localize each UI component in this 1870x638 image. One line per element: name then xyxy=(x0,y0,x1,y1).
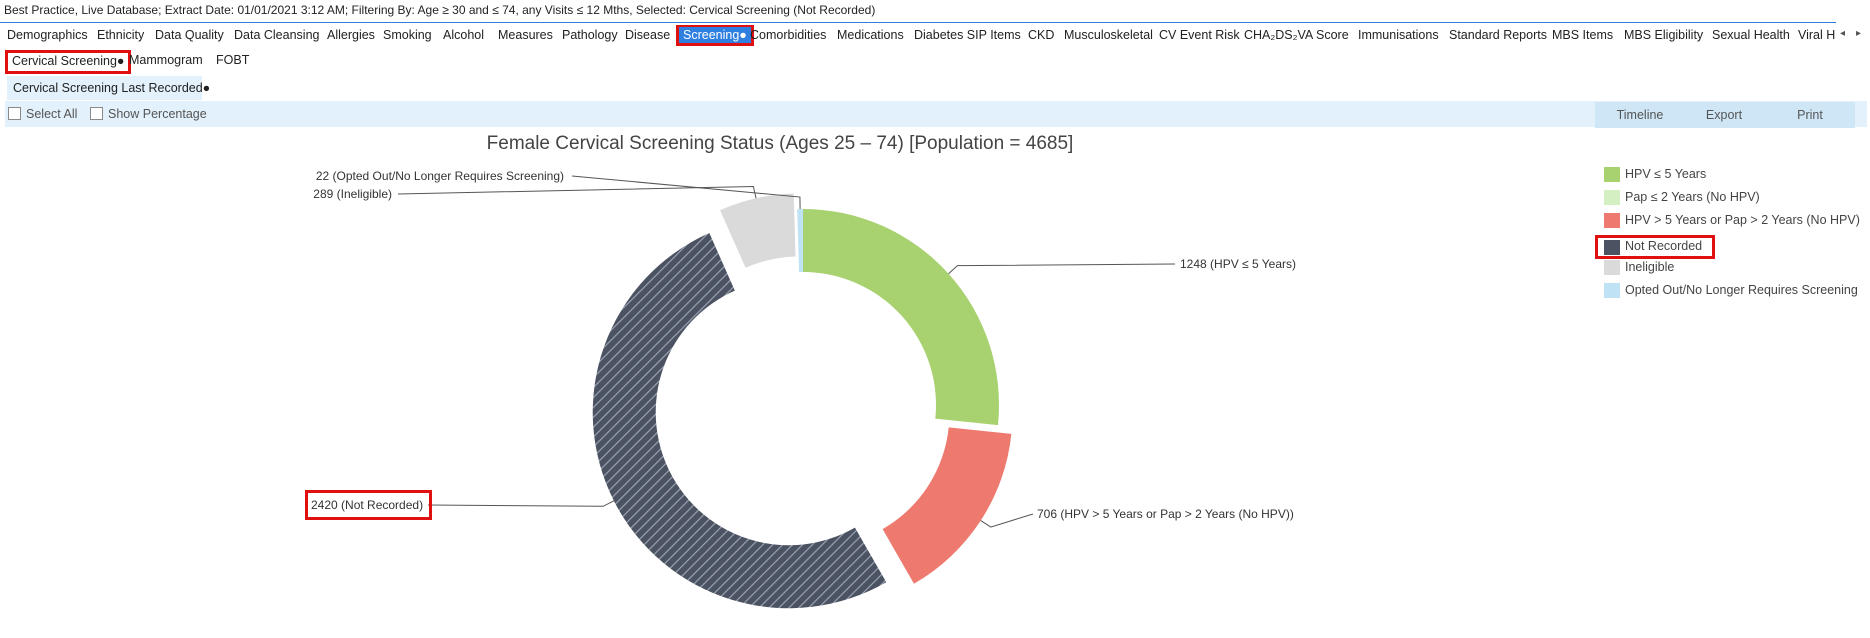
tab-mbs-eligibility[interactable]: MBS Eligibility xyxy=(1624,28,1704,42)
tab-immunisations[interactable]: Immunisations xyxy=(1358,28,1439,42)
show-percentage-checkbox[interactable]: Show Percentage xyxy=(90,107,207,123)
leader-line xyxy=(397,186,757,199)
slice-ineligible[interactable] xyxy=(720,193,796,268)
tab-sexual-health[interactable]: Sexual Health xyxy=(1712,28,1790,42)
export-button[interactable]: Export xyxy=(1679,102,1769,128)
slice-data-label: 706 (HPV > 5 Years or Pap > 2 Years (No … xyxy=(1037,507,1294,521)
tab-medications[interactable]: Medications xyxy=(837,28,904,42)
tab-ethnicity[interactable]: Ethnicity xyxy=(97,28,145,42)
chart-title: Female Cervical Screening Status (Ages 2… xyxy=(486,133,1074,154)
tab-mbs-items[interactable]: MBS Items xyxy=(1552,28,1614,42)
slice-data-label: 22 (Opted Out/No Longer Requires Screeni… xyxy=(316,169,564,183)
tab-diabetes-sip-items[interactable]: Diabetes SIP Items xyxy=(914,28,1021,42)
legend-swatch xyxy=(1604,213,1620,229)
tab-alcohol[interactable]: Alcohol xyxy=(443,28,484,42)
legend-label: Not Recorded xyxy=(1625,238,1703,253)
slice-not-recorded[interactable] xyxy=(592,233,887,609)
timeline-button[interactable]: Timeline xyxy=(1595,102,1685,128)
legend-swatch xyxy=(1604,283,1620,298)
slice-data-label: 2420 (Not Recorded) xyxy=(311,498,423,512)
legend-label: HPV ≤ 5 Years xyxy=(1625,167,1707,181)
chart-toolbar: Select All Show Percentage Timeline Expo… xyxy=(5,101,1867,128)
show-percentage-label: Show Percentage xyxy=(108,107,207,121)
tab-comorbidities[interactable]: Comorbidities xyxy=(750,28,827,42)
status-header: Best Practice, Live Database; Extract Da… xyxy=(4,3,876,17)
subtab-cervical-screening-last-recorded[interactable]: Cervical Screening Last Recorded● xyxy=(7,76,210,100)
slice-opted-out-no-longer-requires-screening[interactable] xyxy=(797,209,803,273)
subtab-cervical-screening[interactable]: Cervical Screening● xyxy=(5,50,132,74)
leader-line xyxy=(948,263,1176,275)
tab-ckd[interactable]: CKD xyxy=(1028,28,1055,42)
slice-data-label: 1248 (HPV ≤ 5 Years) xyxy=(1180,257,1296,271)
leader-line xyxy=(571,175,801,210)
tab-demographics[interactable]: Demographics xyxy=(7,28,88,42)
legend-item[interactable]: Not Recorded xyxy=(1595,234,1715,259)
tab-measures[interactable]: Measures xyxy=(498,28,553,42)
checkbox-icon xyxy=(8,107,21,120)
tab-musculoskeletal[interactable]: Musculoskeletal xyxy=(1064,28,1153,42)
tab-screening[interactable]: Screening● xyxy=(676,25,754,46)
tab-cha-ds-va-score[interactable]: CHA₂DS₂VA Score xyxy=(1244,28,1349,42)
tab-disease[interactable]: Disease xyxy=(625,28,671,42)
legend-label: HPV > 5 Years or Pap > 2 Years (No HPV) xyxy=(1625,213,1860,228)
slice-hpv-5-years-or-pap-2-years-no-hpv[interactable] xyxy=(882,427,1012,584)
subtab-mammogram[interactable]: Mammogram xyxy=(129,53,203,67)
legend-swatch xyxy=(1604,259,1620,275)
tab-scroll-left-icon[interactable]: ◂ xyxy=(1840,28,1846,39)
checkbox-icon xyxy=(90,107,103,120)
leader-line xyxy=(980,513,1034,528)
tab-smoking[interactable]: Smoking xyxy=(383,28,432,42)
not-recorded-label-highlight xyxy=(305,490,432,520)
legend-label: Opted Out/No Longer Requires Screening xyxy=(1625,283,1858,297)
tab-data-quality[interactable]: Data Quality xyxy=(155,28,224,42)
category-tab-bar: Demographics Ethnicity Data Quality Data Cl… xyxy=(4,25,1844,47)
leader-line xyxy=(427,500,615,507)
legend-swatch xyxy=(1604,167,1620,182)
slice-data-label: 289 (Ineligible) xyxy=(313,187,392,201)
tab-pathology[interactable]: Pathology xyxy=(562,28,618,42)
header-divider xyxy=(0,22,1836,23)
legend-label: Pap ≤ 2 Years (No HPV) xyxy=(1625,190,1760,205)
tab-standard-reports[interactable]: Standard Reports xyxy=(1449,28,1547,42)
legend-swatch xyxy=(1604,239,1620,255)
tab-allergies[interactable]: Allergies xyxy=(327,28,375,42)
select-all-checkbox[interactable]: Select All xyxy=(8,107,77,123)
subtab-fobt[interactable]: FOBT xyxy=(216,53,250,67)
slice-hpv-5-years[interactable] xyxy=(803,209,999,426)
tab-cv-event-risk[interactable]: CV Event Risk xyxy=(1159,28,1240,42)
tab-viral-h[interactable]: Viral H xyxy=(1798,28,1836,42)
tab-scroll-right-icon[interactable]: ▸ xyxy=(1856,28,1862,39)
print-button[interactable]: Print xyxy=(1765,102,1855,128)
tab-data-cleansing[interactable]: Data Cleansing xyxy=(234,28,320,42)
select-all-label: Select All xyxy=(26,107,78,121)
legend-label: Ineligible xyxy=(1625,259,1675,274)
legend-swatch xyxy=(1604,190,1620,206)
